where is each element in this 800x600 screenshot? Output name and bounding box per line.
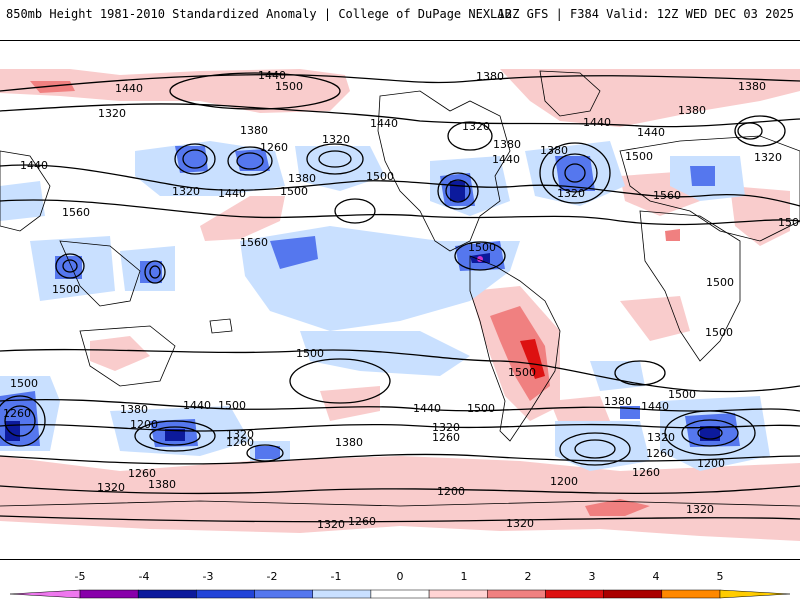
- contour-label: 1380: [540, 144, 568, 157]
- colorbar-tick-label: 3: [588, 570, 596, 583]
- contour-label: 1500: [275, 80, 303, 93]
- colorbar-segment: [79, 589, 139, 599]
- contour-label: 1320: [506, 517, 534, 530]
- contour-label: 1500: [706, 276, 734, 289]
- contour-label: 1500: [52, 283, 80, 296]
- colorbar-segment: [370, 589, 430, 599]
- contour-label: 1320: [322, 133, 350, 146]
- contour-label: 1500: [625, 150, 653, 163]
- contour-label: 1260: [226, 436, 254, 449]
- colorbar-tick-label: 0: [396, 570, 404, 583]
- contour-label: 1440: [218, 187, 246, 200]
- colorbar-segment: [196, 589, 255, 599]
- contour-label: 1260: [3, 407, 31, 420]
- contour-label: 1320: [432, 421, 460, 434]
- positive-anomaly-shading: [0, 69, 800, 541]
- contour-label: 1380: [120, 403, 148, 416]
- map-title: 850mb Height 1981-2010 Standardized Anom…: [6, 7, 512, 21]
- contour-label: 1500: [218, 399, 246, 412]
- contour-label: 1440: [492, 153, 520, 166]
- colorbar-tick-label: 1: [460, 570, 468, 583]
- colorbar-tick-label: 4: [652, 570, 660, 583]
- contour-label: 1380: [240, 124, 268, 137]
- contour-label: 1440: [20, 159, 48, 172]
- contour-label: 1500: [508, 366, 536, 379]
- contour-label: 1380: [335, 436, 363, 449]
- contour-label: 1380: [288, 172, 316, 185]
- contour-label: 1320: [462, 120, 490, 133]
- contour-label: 1500: [778, 216, 800, 229]
- colorbar-segment: [545, 589, 604, 599]
- contour-label: 1440: [370, 117, 398, 130]
- contour-label: 1320: [98, 107, 126, 120]
- contour-label: 1500: [467, 402, 495, 415]
- colorbar-segment: [603, 589, 663, 599]
- contour-label: 1380: [604, 395, 632, 408]
- contour-labels: 1440 1500 1380 1440 1320 1380 1320 1260 …: [3, 69, 800, 531]
- contour-label: 1320: [317, 518, 345, 531]
- contour-label: 1380: [678, 104, 706, 117]
- contour-label: 1200: [697, 457, 725, 470]
- contour-label: 1260: [348, 515, 376, 528]
- contour-label: 1500: [10, 377, 38, 390]
- extreme-positive-anomaly-shading: [520, 339, 545, 379]
- contour-label: 1200: [437, 485, 465, 498]
- contour-label: 1320: [754, 151, 782, 164]
- contour-label: 1380: [493, 138, 521, 151]
- colorbar-segment: [312, 589, 372, 599]
- contour-label: 1500: [280, 185, 308, 198]
- colorbar-tick-label: 5: [716, 570, 724, 583]
- contour-label: 1560: [653, 189, 681, 202]
- contour-label: 1200: [550, 475, 578, 488]
- model-run-info: 12Z GFS | F384 Valid: 12Z WED DEC 03 202…: [497, 7, 794, 21]
- colorbar-segment: [428, 589, 488, 599]
- colorbar-right-arrow: [719, 589, 791, 599]
- height-contours: [0, 72, 800, 523]
- contour-label: 1500: [668, 388, 696, 401]
- contour-label: 1260: [128, 467, 156, 480]
- contour-label: 1440: [641, 400, 669, 413]
- contour-label: 1440: [183, 399, 211, 412]
- colorbar: -5 -4 -3 -2 -1 0 1 2 3 4 5: [0, 570, 800, 600]
- colorbar-left-arrow: [9, 589, 81, 599]
- colorbar-segment: [254, 589, 313, 599]
- contour-label: 1380: [148, 478, 176, 491]
- contour-label: 1260: [432, 431, 460, 444]
- contour-label: 1200: [130, 418, 158, 431]
- contour-label: 1320: [557, 187, 585, 200]
- colorbar-segment: [137, 589, 197, 599]
- contour-label: 1260: [646, 447, 674, 460]
- contour-label: 1440: [637, 126, 665, 139]
- contour-label: 1440: [583, 116, 611, 129]
- colorbar-tick-label: -2: [266, 570, 278, 583]
- contour-label: 1260: [260, 141, 288, 154]
- contour-label: 1380: [476, 70, 504, 83]
- contour-label: 1500: [705, 326, 733, 339]
- colorbar-tick-label: -1: [330, 570, 342, 583]
- colorbar-tick-label: 2: [524, 570, 532, 583]
- colorbar-segments: [9, 589, 791, 599]
- colorbar-tick-label: -4: [138, 570, 150, 583]
- contour-label: 1440: [258, 69, 286, 82]
- contour-label: 1500: [366, 170, 394, 183]
- contour-label: 1320: [647, 431, 675, 444]
- contour-label: 1260: [632, 466, 660, 479]
- contour-label: 1560: [62, 206, 90, 219]
- colorbar-tick-label: -3: [202, 570, 214, 583]
- contour-label: 1320: [97, 481, 125, 494]
- contour-label: 1320: [686, 503, 714, 516]
- colorbar-tick-label: -5: [74, 570, 86, 583]
- contour-label: 1500: [468, 241, 496, 254]
- colorbar-segment: [661, 589, 721, 599]
- anomaly-map: 1440 1500 1380 1440 1320 1380 1320 1260 …: [0, 40, 800, 560]
- colorbar-segment: [487, 589, 546, 599]
- contour-label: 1320: [226, 428, 254, 441]
- contour-label: 1440: [115, 82, 143, 95]
- contour-label: 1500: [296, 347, 324, 360]
- contour-label: 1320: [172, 185, 200, 198]
- contour-label: 1380: [738, 80, 766, 93]
- contour-label: 1560: [240, 236, 268, 249]
- contour-label: 1440: [413, 402, 441, 415]
